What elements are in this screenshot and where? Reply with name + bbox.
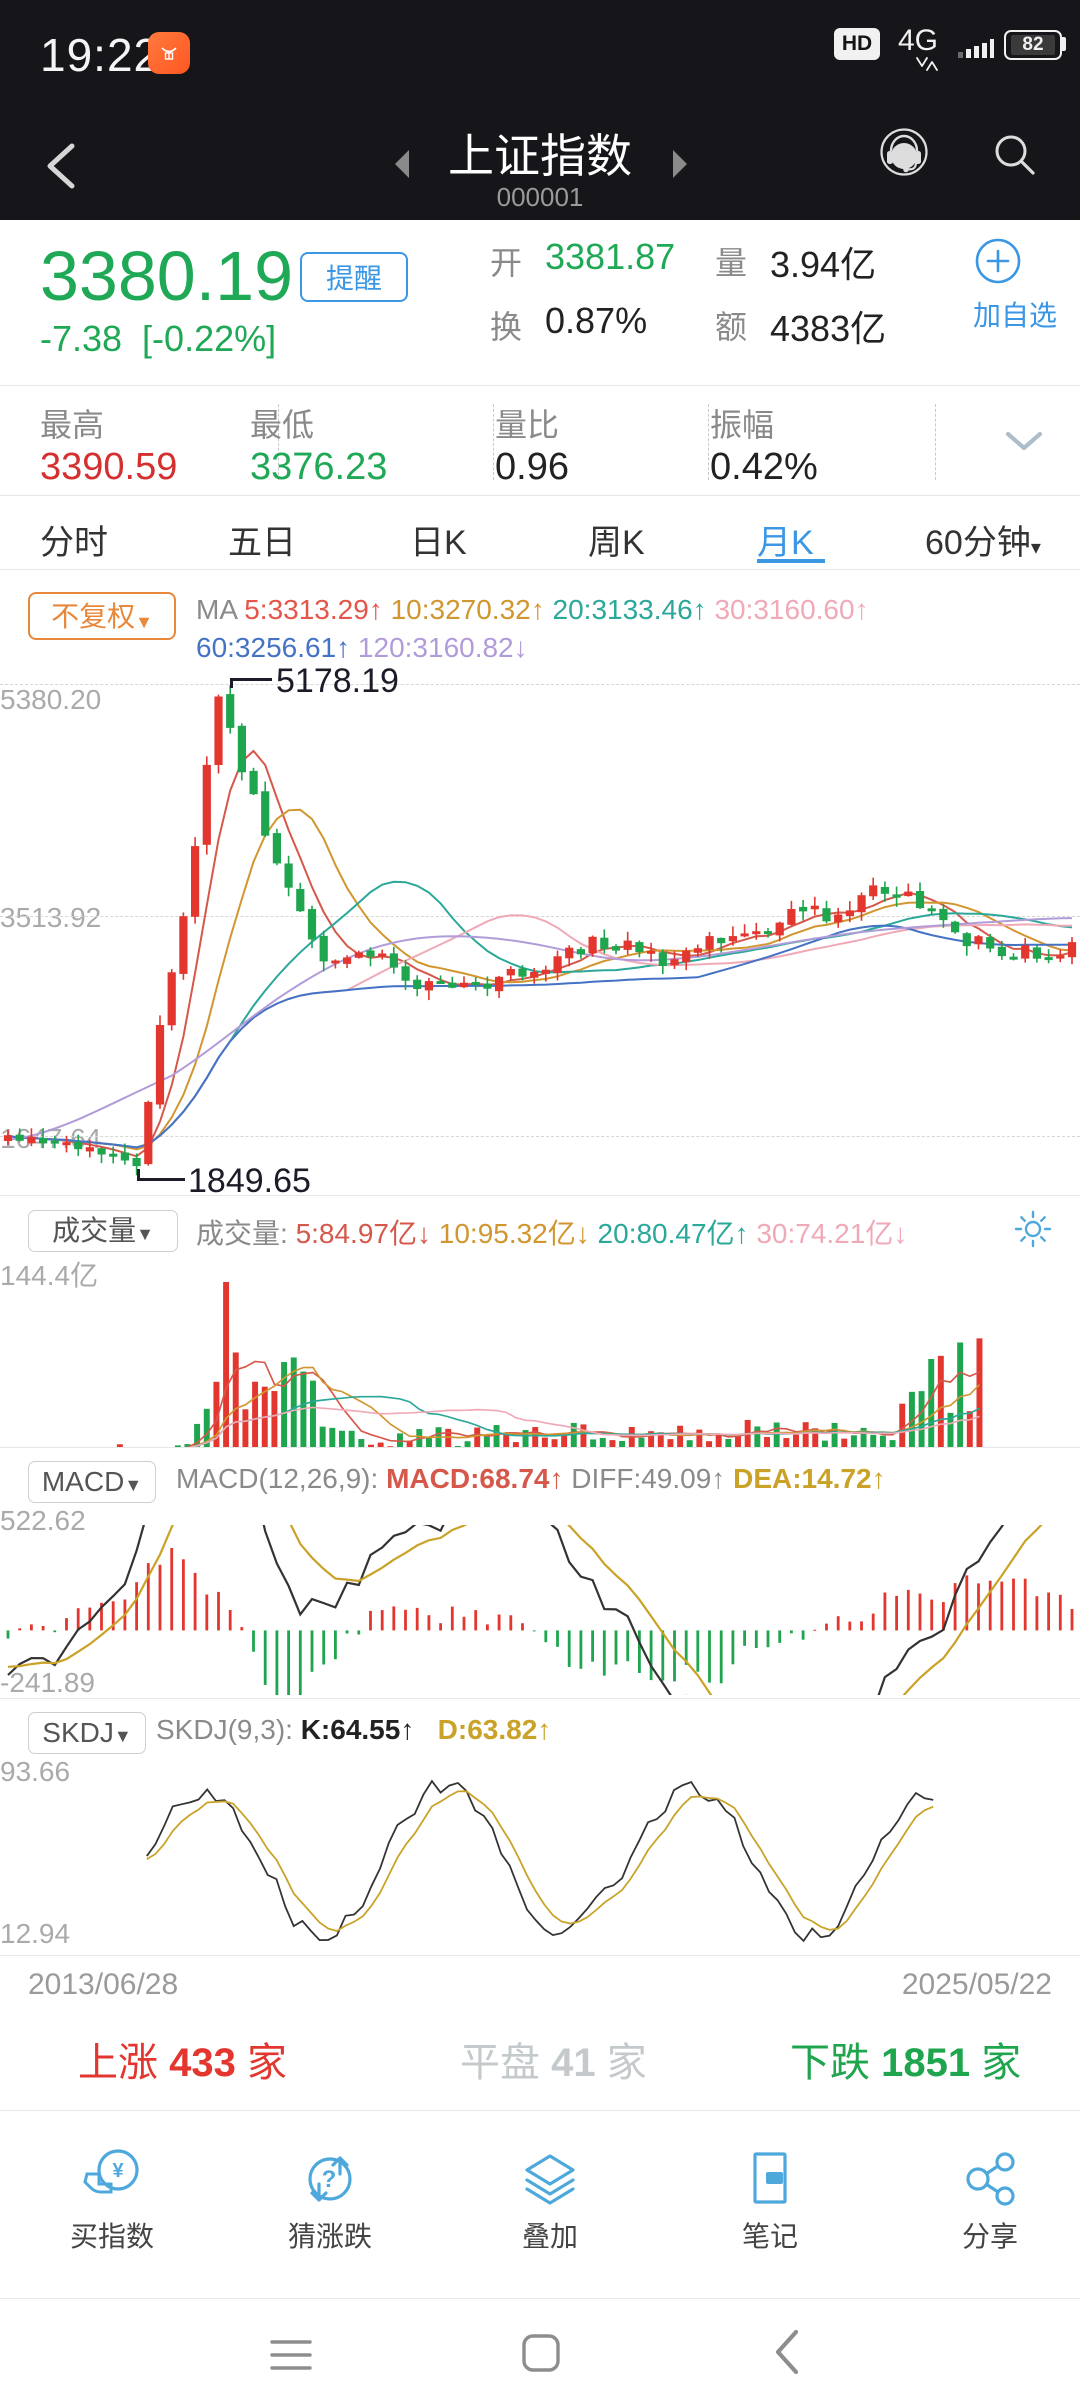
svg-text:¥: ¥ bbox=[112, 2160, 124, 2182]
svg-text:?: ? bbox=[322, 2166, 337, 2193]
